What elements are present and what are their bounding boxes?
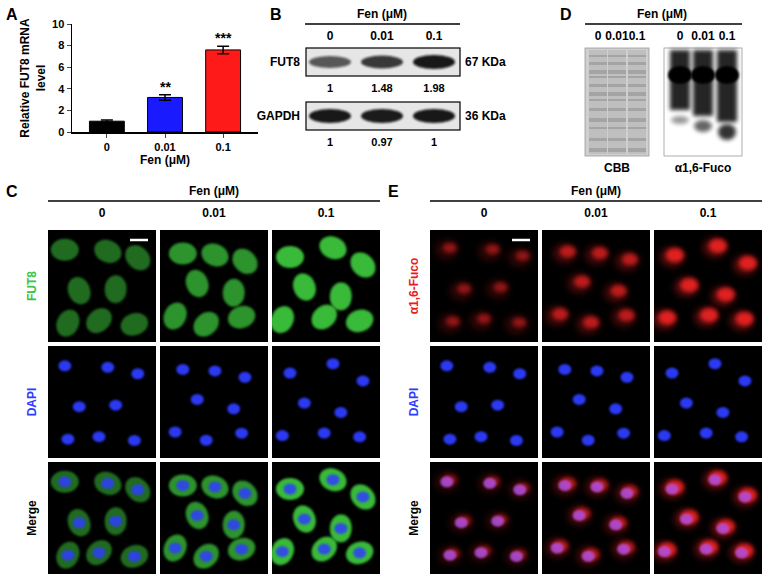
svg-text:0.01: 0.01	[370, 29, 394, 43]
svg-text:α1,6-Fuco: α1,6-Fuco	[675, 161, 732, 175]
svg-text:E: E	[388, 183, 399, 200]
svg-text:0.1: 0.1	[215, 141, 230, 153]
svg-text:B: B	[270, 6, 282, 23]
svg-text:A: A	[6, 6, 18, 23]
svg-text:Fen (μM): Fen (μM)	[637, 7, 687, 21]
svg-text:0.1: 0.1	[700, 206, 717, 220]
svg-text:0.01: 0.01	[605, 29, 629, 43]
svg-text:4: 4	[58, 83, 65, 95]
svg-text:0.1: 0.1	[318, 206, 335, 220]
svg-text:Fen (μM): Fen (μM)	[571, 184, 621, 198]
svg-text:0: 0	[677, 29, 684, 43]
svg-text:0: 0	[99, 206, 106, 220]
svg-text:8: 8	[58, 39, 64, 51]
svg-text:Merge: Merge	[25, 500, 39, 536]
svg-text:0: 0	[595, 29, 602, 43]
svg-text:36 KDa: 36 KDa	[465, 109, 506, 123]
svg-text:0: 0	[327, 29, 334, 43]
svg-text:67 KDa: 67 KDa	[465, 55, 506, 69]
svg-text:6: 6	[58, 61, 64, 73]
svg-text:FUT8: FUT8	[270, 55, 300, 69]
svg-text:α1,6-Fuco: α1,6-Fuco	[407, 258, 421, 315]
svg-text:0.01: 0.01	[691, 29, 715, 43]
svg-text:1: 1	[327, 82, 333, 94]
svg-text:1.98: 1.98	[423, 82, 444, 94]
svg-text:DAPI: DAPI	[407, 388, 421, 417]
svg-text:1: 1	[327, 136, 333, 148]
svg-text:GAPDH: GAPDH	[257, 109, 300, 123]
svg-text:2: 2	[58, 104, 64, 116]
svg-text:0: 0	[104, 141, 110, 153]
svg-text:C: C	[6, 183, 18, 200]
svg-text:Relative FUT8 mRNAlevel: Relative FUT8 mRNAlevel	[18, 18, 48, 138]
svg-text:FUT8: FUT8	[25, 271, 39, 301]
svg-text:Merge: Merge	[407, 500, 421, 536]
svg-text:1.48: 1.48	[371, 82, 392, 94]
svg-text:0.01: 0.01	[584, 206, 608, 220]
svg-text:**: **	[160, 79, 171, 95]
svg-text:Fen (μM): Fen (μM)	[189, 184, 239, 198]
svg-text:***: ***	[215, 30, 232, 46]
svg-text:D: D	[560, 6, 572, 23]
svg-text:DAPI: DAPI	[25, 388, 39, 417]
svg-text:0.1: 0.1	[426, 29, 443, 43]
svg-text:CBB: CBB	[604, 161, 630, 175]
svg-text:1: 1	[431, 136, 437, 148]
svg-text:Fen (μM): Fen (μM)	[140, 153, 190, 167]
svg-text:0: 0	[58, 126, 64, 138]
svg-text:0: 0	[481, 206, 488, 220]
svg-text:10: 10	[52, 18, 64, 30]
svg-text:Fen (μM): Fen (μM)	[357, 7, 407, 21]
svg-text:0.1: 0.1	[719, 29, 736, 43]
svg-text:0.1: 0.1	[629, 29, 646, 43]
svg-text:0.01: 0.01	[154, 141, 175, 153]
svg-text:0.97: 0.97	[371, 136, 392, 148]
svg-text:0.01: 0.01	[202, 206, 226, 220]
